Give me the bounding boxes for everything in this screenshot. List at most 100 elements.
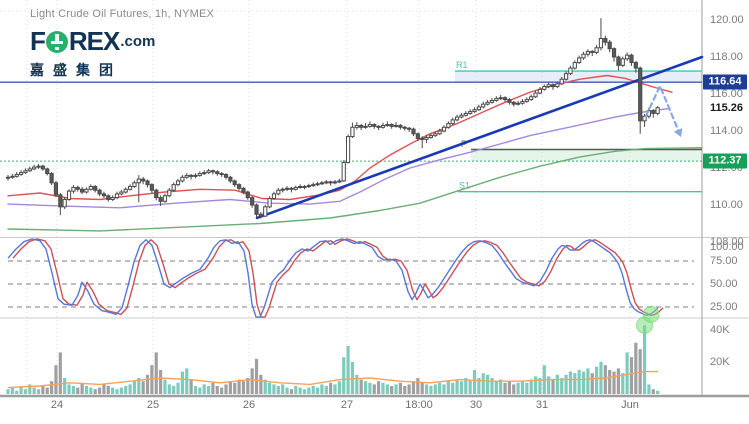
volume-bar <box>455 379 459 394</box>
candle-down <box>359 124 364 128</box>
candle-down <box>101 193 107 197</box>
candle-up <box>18 172 24 175</box>
candle-down <box>215 171 220 175</box>
volume-bar <box>533 376 538 394</box>
candle-up <box>280 188 285 191</box>
time-axis-label: Jun <box>621 399 639 411</box>
volume-bar <box>41 386 45 394</box>
volume-bar <box>154 352 158 394</box>
volume-bar <box>132 381 137 394</box>
volume-bar <box>263 379 267 394</box>
time-axis-label: 27 <box>340 399 354 411</box>
volume-bar <box>625 352 629 394</box>
volume-bar <box>390 386 394 394</box>
candle-down <box>80 188 85 193</box>
candle-up <box>345 136 351 163</box>
candle-down <box>219 173 224 176</box>
candle-up <box>324 181 329 184</box>
candle-down <box>603 38 608 43</box>
candle-up <box>110 197 115 200</box>
volume-bar <box>307 387 311 394</box>
candle-down <box>53 182 59 196</box>
volume-bar <box>516 382 520 394</box>
ma-green-line <box>7 146 703 232</box>
volume-bar <box>285 387 289 394</box>
price-axis-label: 118.00 <box>710 51 743 63</box>
candle-up <box>202 172 207 175</box>
candle-up <box>563 73 569 80</box>
candle-down <box>245 191 250 199</box>
candle-down <box>106 195 111 200</box>
candle-up <box>180 176 185 182</box>
volume-bar <box>529 379 533 394</box>
volume-bar <box>608 370 612 394</box>
candle-up <box>520 100 525 104</box>
volume-bar <box>119 387 123 394</box>
volume-bar <box>394 384 398 394</box>
volume-bar <box>464 378 468 394</box>
candle-up <box>572 62 577 69</box>
candle-down <box>58 194 63 208</box>
candle-up <box>171 184 176 191</box>
candle-up <box>555 83 560 88</box>
candle-up <box>341 161 346 182</box>
volume-bar <box>89 387 93 394</box>
volume-bar <box>564 374 568 394</box>
volume-bar <box>547 376 551 394</box>
candle-up <box>136 178 141 184</box>
candle-down <box>289 187 294 190</box>
instrument-title: Light Crude Oil Futures, 1h, NYMEX <box>30 8 215 20</box>
volume-bar <box>106 386 110 394</box>
candle-up <box>655 107 660 114</box>
volume-bar <box>416 378 420 394</box>
volume-bar <box>581 371 586 394</box>
candle-down <box>210 170 216 173</box>
volume-bar <box>45 387 49 394</box>
candle-up <box>271 193 277 200</box>
candle-down <box>376 125 381 128</box>
candle-down <box>258 213 263 217</box>
candle-up <box>66 190 72 200</box>
candle-down <box>189 174 194 177</box>
volume-bar <box>159 370 163 394</box>
volume-bar <box>163 379 167 394</box>
volume-bar <box>324 386 328 394</box>
volume-bar <box>289 389 293 394</box>
volume-bar <box>180 371 184 394</box>
candle-up <box>598 38 604 49</box>
candle-down <box>49 173 54 184</box>
volume-bar <box>320 384 324 394</box>
volume-bar <box>420 382 424 394</box>
candle-down <box>223 173 229 178</box>
volume-bar <box>429 386 433 394</box>
candle-down <box>75 186 80 190</box>
candle-down <box>372 124 377 127</box>
candle-up <box>284 187 290 190</box>
volume-bar <box>259 374 263 394</box>
time-axis-label: 26 <box>242 399 256 411</box>
candle-down <box>402 126 407 129</box>
volume-bar <box>202 384 206 394</box>
candle-down <box>241 187 246 193</box>
volume-bar <box>228 381 232 394</box>
candle-up <box>127 186 133 190</box>
candle-up <box>481 103 486 108</box>
candle-down <box>97 189 102 195</box>
candle-up <box>577 57 582 64</box>
volume-bar <box>28 384 32 394</box>
volume-bar <box>411 381 416 394</box>
candle-down <box>511 101 516 105</box>
volume-bar <box>150 365 154 394</box>
candle-up <box>363 125 368 128</box>
volume-bar <box>172 386 176 394</box>
volume-bar <box>337 381 341 394</box>
candle-up <box>5 176 11 179</box>
candle-down <box>629 54 634 64</box>
volume-bar <box>451 382 455 394</box>
candle-up <box>559 78 564 85</box>
volume-bar <box>272 384 276 394</box>
candle-up <box>84 188 89 193</box>
candle-up <box>516 102 521 105</box>
volume-bar <box>58 352 62 394</box>
